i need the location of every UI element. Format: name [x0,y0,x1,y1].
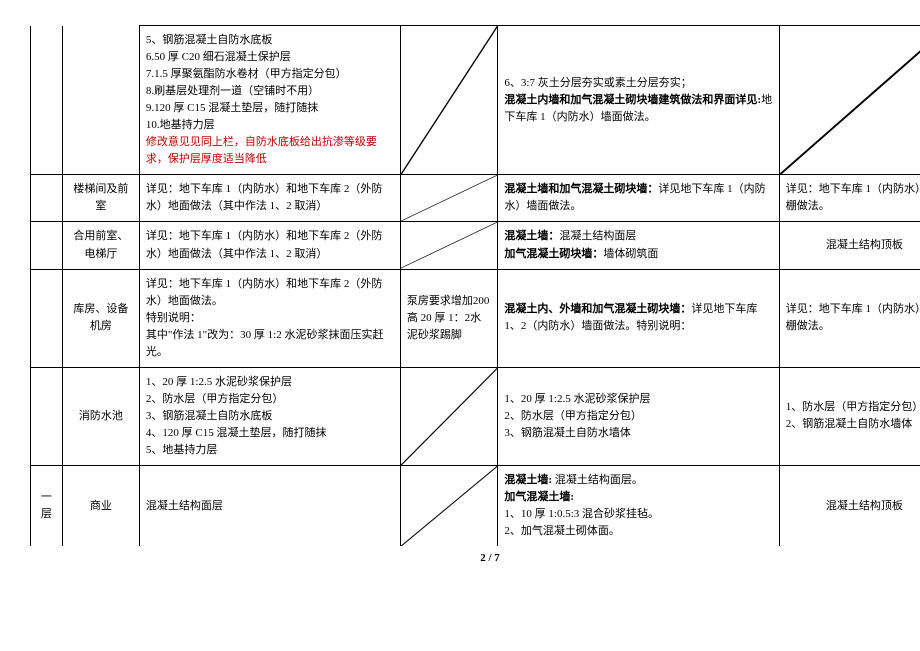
col-wall: 混凝土墙和加气混凝土砌块墙：详见地下车库 1（内防水）墙面做法。 [498,175,779,222]
col-note: 泵房要求增加200 高 20 厚 1：2水泥砂浆踢脚 [400,269,498,367]
col-level [31,222,63,269]
col-floor: 详见：地下车库 1（内防水）和地下车库 2（外防水）地面做法（其中作法 1、2 … [139,175,400,222]
page-footer: 2 / 7 [30,552,920,564]
col-room: 库房、设备机房 [62,269,139,367]
col-level [31,26,63,175]
col-note [400,222,498,269]
col-ceiling: 详见：地下车库 1（内防水）顶棚做法。 [779,175,920,222]
col-ceiling [779,26,920,175]
col-floor: 混凝土结构面层 [139,466,400,547]
col-level [31,269,63,367]
col-wall: 混凝土墙：混凝土结构面层加气混凝土砌块墙：墙体砌筑面 [498,222,779,269]
col-floor: 详见：地下车库 1（内防水）和地下车库 2（外防水）地面做法。特别说明：其中"作… [139,269,400,367]
col-wall: 1、20 厚 1:2.5 水泥砂浆保护层2、防水层（甲方指定分包）3、钢筋混凝土… [498,367,779,465]
col-room: 合用前室、电梯厅 [62,222,139,269]
col-note [400,26,498,175]
col-level [31,367,63,465]
col-note [400,367,498,465]
col-room [62,26,139,175]
col-wall: 混凝土墙: 混凝土结构面层。加气混凝土墙:1、10 厚 1:0.5:3 混合砂浆… [498,466,779,547]
col-floor: 详见：地下车库 1（内防水）和地下车库 2（外防水）地面做法（其中作法 1、2 … [139,222,400,269]
col-ceiling: 1、防水层（甲方指定分包）2、钢筋混凝土自防水墙体 [779,367,920,465]
col-room: 商业 [62,466,139,547]
col-ceiling: 详见：地下车库 1（内防水）顶棚做法。 [779,269,920,367]
spec-table: 5、钢筋混凝土自防水底板6.50 厚 C20 细石混凝土保护层7.1.5 厚聚氨… [30,25,920,546]
col-floor: 1、20 厚 1:2.5 水泥砂浆保护层2、防水层（甲方指定分包）3、钢筋混凝土… [139,367,400,465]
col-note [400,466,498,547]
col-note [400,175,498,222]
col-floor: 5、钢筋混凝土自防水底板6.50 厚 C20 细石混凝土保护层7.1.5 厚聚氨… [139,26,400,175]
col-wall: 6、3:7 灰土分层夯实或素土分层夯实；混凝土内墙和加气混凝土砌块墙建筑做法和界… [498,26,779,175]
col-ceiling: 混凝土结构顶板 [779,466,920,547]
col-level: 一层 [31,466,63,547]
col-room: 楼梯间及前室 [62,175,139,222]
col-ceiling: 混凝土结构顶板 [779,222,920,269]
col-room: 消防水池 [62,367,139,465]
col-wall: 混凝土内、外墙和加气混凝土砌块墙：详见地下车库 1、2（内防水）墙面做法。特别说… [498,269,779,367]
col-level [31,175,63,222]
